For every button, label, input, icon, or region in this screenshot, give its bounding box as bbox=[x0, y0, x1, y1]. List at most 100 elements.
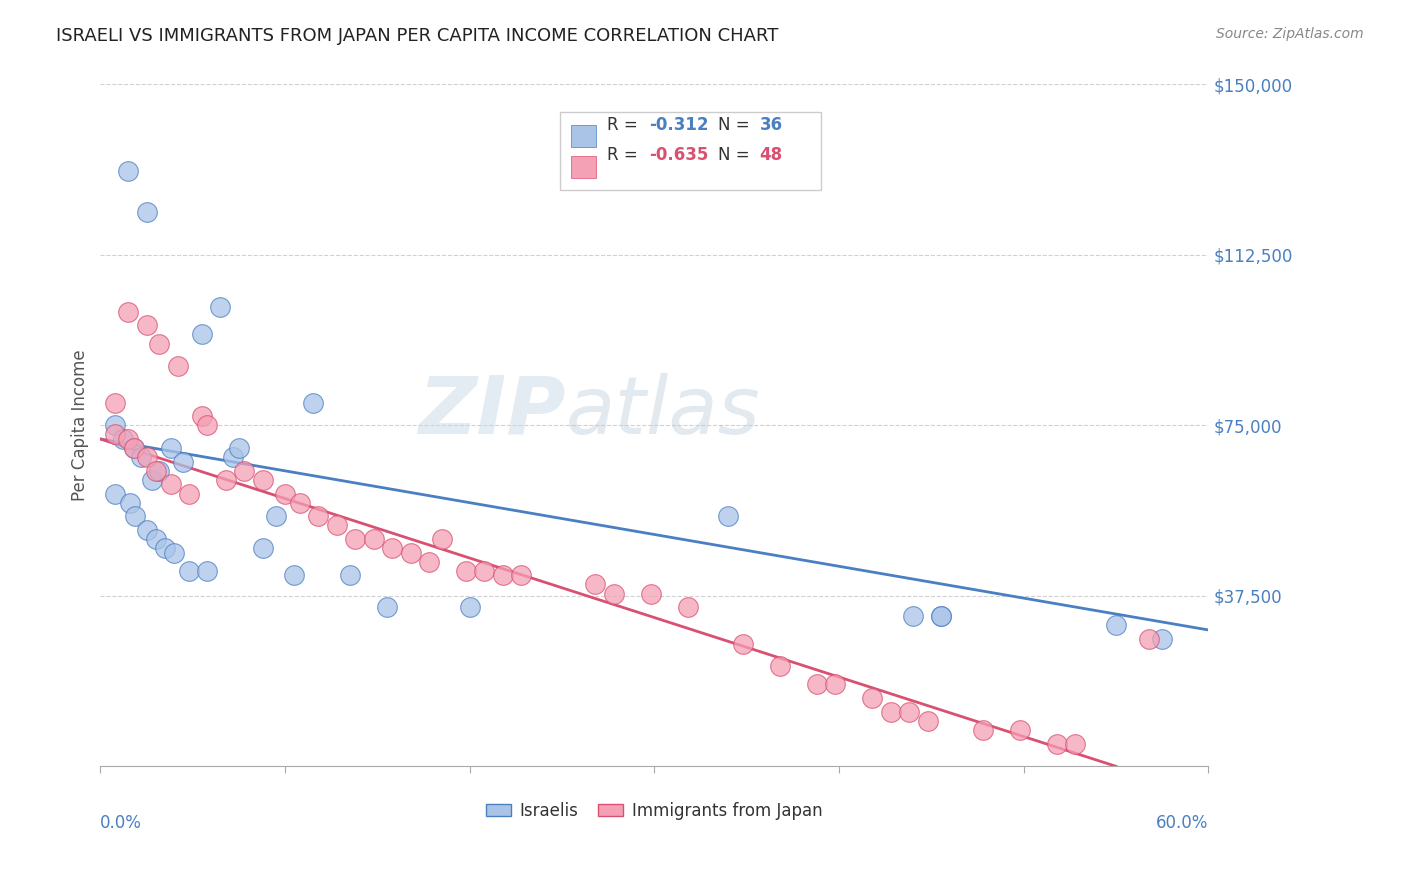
Israelis bbox=[929, 609, 952, 624]
Immigrants from Japan bbox=[148, 336, 170, 351]
Immigrants from Japan bbox=[917, 714, 939, 728]
Immigrants from Japan bbox=[430, 532, 453, 546]
Israelis bbox=[458, 600, 481, 615]
Immigrants from Japan bbox=[288, 496, 311, 510]
Text: 60.0%: 60.0% bbox=[1156, 814, 1208, 832]
Israelis bbox=[717, 509, 740, 524]
Immigrants from Japan bbox=[603, 586, 626, 600]
Immigrants from Japan bbox=[731, 637, 754, 651]
Immigrants from Japan bbox=[233, 464, 256, 478]
Israelis bbox=[111, 432, 134, 446]
Israelis bbox=[145, 532, 167, 546]
Israelis bbox=[339, 568, 361, 582]
Immigrants from Japan bbox=[898, 705, 921, 719]
Israelis bbox=[283, 568, 305, 582]
Immigrants from Japan bbox=[880, 705, 903, 719]
Israelis bbox=[104, 418, 127, 433]
Israelis bbox=[122, 441, 145, 455]
Text: ISRAELI VS IMMIGRANTS FROM JAPAN PER CAPITA INCOME CORRELATION CHART: ISRAELI VS IMMIGRANTS FROM JAPAN PER CAP… bbox=[56, 27, 779, 45]
Immigrants from Japan bbox=[274, 486, 297, 500]
Text: atlas: atlas bbox=[565, 373, 761, 450]
Israelis bbox=[159, 441, 181, 455]
Immigrants from Japan bbox=[145, 464, 167, 478]
Legend: Israelis, Immigrants from Japan: Israelis, Immigrants from Japan bbox=[479, 795, 830, 826]
Immigrants from Japan bbox=[104, 427, 127, 442]
Israelis bbox=[129, 450, 152, 465]
Text: 0.0%: 0.0% bbox=[100, 814, 142, 832]
Bar bbox=[571, 156, 596, 178]
Bar bbox=[571, 126, 596, 147]
Israelis bbox=[222, 450, 245, 465]
Text: ZIP: ZIP bbox=[419, 373, 565, 450]
Immigrants from Japan bbox=[135, 318, 157, 333]
Israelis bbox=[117, 163, 139, 178]
Y-axis label: Per Capita Income: Per Capita Income bbox=[72, 350, 89, 501]
Israelis bbox=[209, 300, 232, 314]
Israelis bbox=[1152, 632, 1174, 646]
Immigrants from Japan bbox=[418, 555, 440, 569]
Text: -0.312: -0.312 bbox=[648, 116, 709, 134]
Text: 48: 48 bbox=[759, 146, 783, 164]
Text: N =: N = bbox=[717, 146, 755, 164]
Text: R =: R = bbox=[607, 146, 643, 164]
Text: Source: ZipAtlas.com: Source: ZipAtlas.com bbox=[1216, 27, 1364, 41]
Israelis bbox=[153, 541, 176, 555]
Immigrants from Japan bbox=[307, 509, 329, 524]
Immigrants from Japan bbox=[1064, 737, 1087, 751]
Israelis bbox=[163, 546, 186, 560]
Immigrants from Japan bbox=[122, 441, 145, 455]
Immigrants from Japan bbox=[363, 532, 385, 546]
Immigrants from Japan bbox=[1008, 723, 1031, 737]
Israelis bbox=[104, 486, 127, 500]
Immigrants from Japan bbox=[135, 450, 157, 465]
Immigrants from Japan bbox=[474, 564, 496, 578]
Bar bbox=[560, 112, 821, 190]
Immigrants from Japan bbox=[972, 723, 994, 737]
Israelis bbox=[172, 455, 194, 469]
Israelis bbox=[124, 509, 146, 524]
Immigrants from Japan bbox=[117, 432, 139, 446]
Israelis bbox=[135, 523, 157, 537]
Immigrants from Japan bbox=[104, 395, 127, 409]
Israelis bbox=[264, 509, 287, 524]
Text: R =: R = bbox=[607, 116, 643, 134]
Immigrants from Japan bbox=[177, 486, 200, 500]
Israelis bbox=[197, 564, 219, 578]
Immigrants from Japan bbox=[583, 577, 606, 591]
Immigrants from Japan bbox=[252, 473, 274, 487]
Immigrants from Japan bbox=[824, 677, 846, 691]
Immigrants from Japan bbox=[117, 304, 139, 318]
Immigrants from Japan bbox=[191, 409, 214, 424]
Israelis bbox=[141, 473, 163, 487]
Israelis bbox=[375, 600, 398, 615]
Israelis bbox=[118, 496, 141, 510]
Israelis bbox=[929, 609, 952, 624]
Immigrants from Japan bbox=[640, 586, 662, 600]
Israelis bbox=[252, 541, 274, 555]
Immigrants from Japan bbox=[344, 532, 367, 546]
Immigrants from Japan bbox=[381, 541, 404, 555]
Immigrants from Japan bbox=[167, 359, 190, 374]
Text: 36: 36 bbox=[759, 116, 783, 134]
Israelis bbox=[228, 441, 250, 455]
Immigrants from Japan bbox=[769, 659, 792, 673]
Israelis bbox=[148, 464, 170, 478]
Immigrants from Japan bbox=[806, 677, 828, 691]
Israelis bbox=[301, 395, 323, 409]
Immigrants from Japan bbox=[197, 418, 219, 433]
Israelis bbox=[1105, 618, 1128, 632]
Immigrants from Japan bbox=[454, 564, 477, 578]
Immigrants from Japan bbox=[159, 477, 181, 491]
Immigrants from Japan bbox=[325, 518, 347, 533]
Israelis bbox=[901, 609, 924, 624]
Immigrants from Japan bbox=[492, 568, 515, 582]
Text: N =: N = bbox=[717, 116, 755, 134]
Israelis bbox=[191, 327, 214, 342]
Immigrants from Japan bbox=[860, 691, 883, 706]
Immigrants from Japan bbox=[1137, 632, 1160, 646]
Israelis bbox=[135, 204, 157, 219]
Text: -0.635: -0.635 bbox=[648, 146, 709, 164]
Israelis bbox=[177, 564, 200, 578]
Immigrants from Japan bbox=[399, 546, 422, 560]
Immigrants from Japan bbox=[510, 568, 533, 582]
